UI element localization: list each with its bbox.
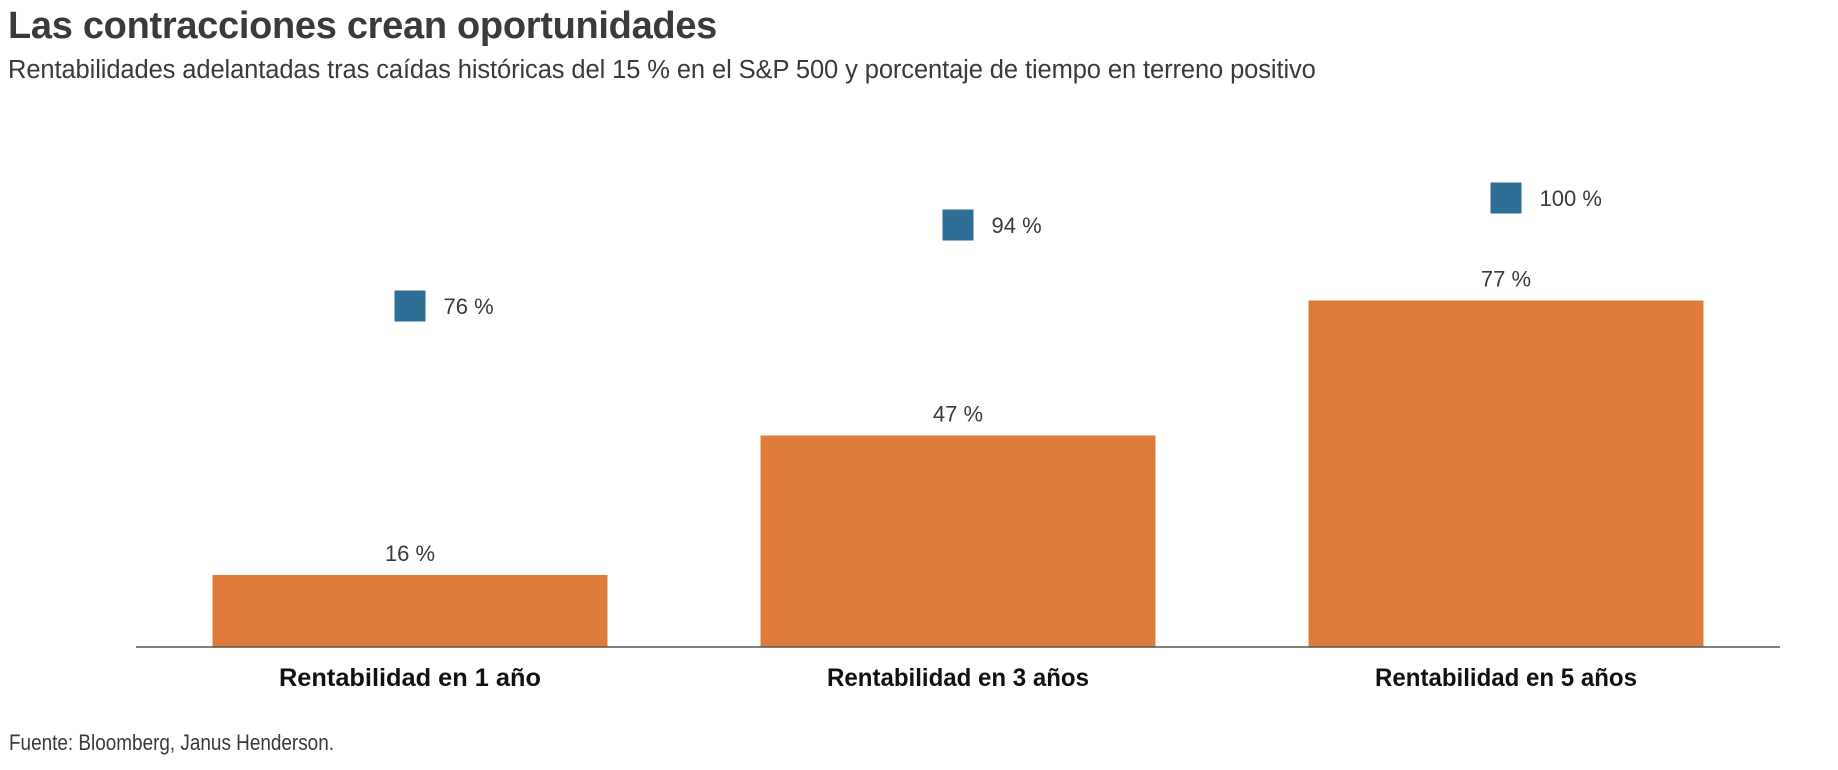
bar-3 <box>1308 300 1704 647</box>
markers-layer <box>394 182 1522 322</box>
category-label: Rentabilidad en 5 años <box>1375 664 1637 692</box>
bar-value-label: 47 % <box>933 402 983 427</box>
marker-value-label: 76 % <box>444 294 494 319</box>
positive-time-marker-1 <box>394 290 426 322</box>
bars-layer <box>212 300 1704 647</box>
bar-2 <box>760 435 1156 647</box>
source-note: Fuente: Bloomberg, Janus Henderson. <box>9 730 334 755</box>
chart-subtitle: Rentabilidades adelantadas tras caídas h… <box>8 56 1316 84</box>
category-label: Rentabilidad en 3 años <box>827 664 1089 692</box>
labels-layer: 16 % 76 % Rentabilidad en 1 año 47 % 94 % Ren… <box>279 186 1637 692</box>
marker-value-label: 94 % <box>992 213 1042 238</box>
positive-time-marker-2 <box>942 209 974 241</box>
marker-value-label: 100 % <box>1540 186 1602 211</box>
positive-time-marker-3 <box>1490 182 1522 214</box>
bar-value-label: 16 % <box>385 541 435 566</box>
category-label: Rentabilidad en 1 año <box>279 664 541 692</box>
bar-value-label: 77 % <box>1481 267 1531 292</box>
chart-title: Las contracciones crean oportunidades <box>8 5 717 47</box>
bar-1 <box>212 575 608 647</box>
